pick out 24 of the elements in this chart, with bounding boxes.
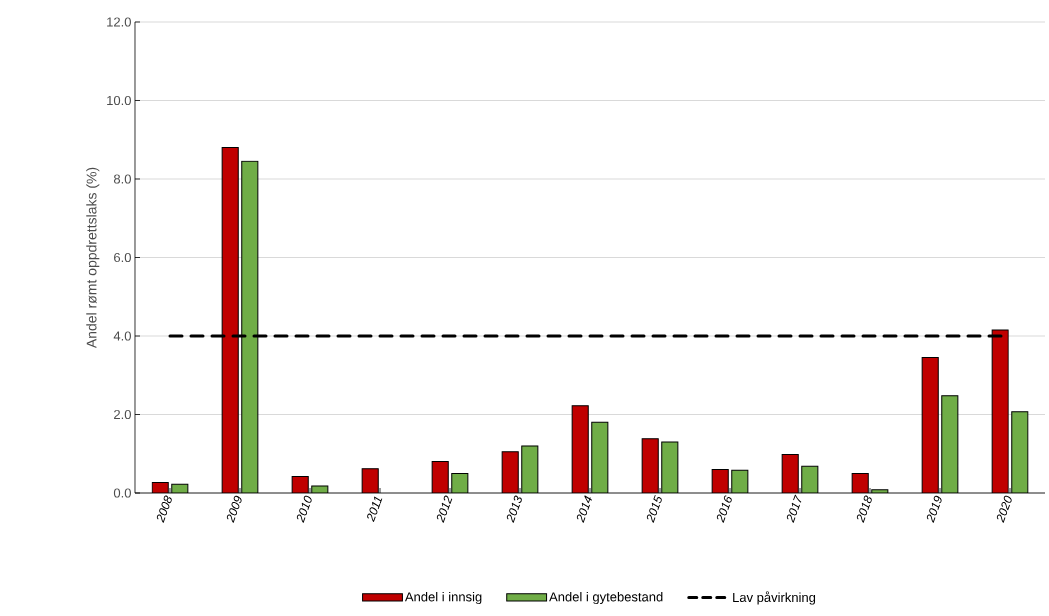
y-tick-label: 4.0 [113,331,131,341]
x-tick-label: 2012 [436,495,453,523]
y-axis-title: Andel rømt oppdrettslaks (%) [86,167,100,349]
x-tick-label: 2019 [926,495,942,523]
y-tick-label: 0.0 [113,488,131,498]
y-tick-label: 6.0 [114,252,131,263]
x-tick-label: 2016 [716,495,732,523]
x-tick-label: 2013 [506,495,522,523]
y-tick-label: 2.0 [114,409,131,420]
x-tick-label: 2014 [576,495,592,523]
y-tick-label: 10.0 [107,95,131,106]
x-tick-label: 2020 [996,495,1012,523]
legend-label: Andel i gytebestand [549,591,663,605]
y-tick-label: 12.0 [107,17,131,27]
x-tick-label: 2008 [156,495,172,523]
x-tick-label: 2018 [856,495,872,523]
x-tick-label: 2009 [226,495,242,523]
x-tick-label: 2010 [296,495,312,523]
x-tick-label: 2015 [646,494,662,523]
y-tick-label: 8.0 [113,174,131,184]
x-tick-label: 2011 [367,496,383,523]
x-tick-label: 2017 [786,494,802,523]
legend-label: Lav påvirkning [733,591,816,605]
legend-label: Andel i innsig [404,591,482,605]
